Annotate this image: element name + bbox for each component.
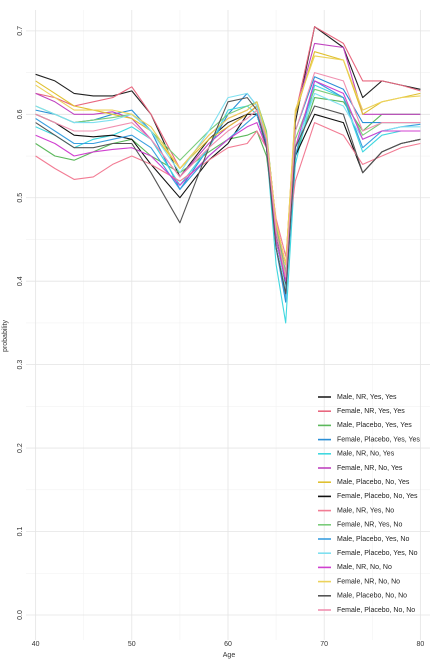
- x-tick-label: 40: [32, 641, 40, 648]
- legend-label: Female, NR, Yes, Yes: [337, 408, 405, 415]
- series-line-7: [35, 51, 421, 266]
- legend-label: Male, Placebo, No, Yes: [337, 479, 410, 486]
- y-tick-label: 0.5: [17, 193, 24, 203]
- legend-label: Male, Placebo, No, No: [337, 593, 407, 600]
- legend-label: Male, Placebo, Yes, No: [337, 536, 409, 543]
- y-tick-label: 0.6: [17, 109, 24, 119]
- x-tick-label: 70: [320, 641, 328, 648]
- series-line-12: [35, 92, 421, 291]
- y-tick-label: 0.7: [17, 26, 24, 36]
- x-tick-label: 80: [416, 641, 424, 648]
- y-tick-label: 0.1: [17, 527, 24, 537]
- legend-label: Female, Placebo, Yes, No: [337, 550, 418, 557]
- series-line-15: [35, 97, 421, 295]
- series-line-14: [35, 55, 421, 266]
- series-line-9: [35, 122, 421, 257]
- legend-label: Female, NR, Yes, No: [337, 522, 402, 529]
- x-tick-label: 60: [224, 641, 232, 648]
- legend-label: Female, Placebo, No, No: [337, 607, 415, 614]
- x-axis-ticks: 40 50 60 70 80: [32, 641, 425, 648]
- legend-label: Male, NR, Yes, No: [337, 507, 394, 514]
- y-tick-label: 0.0: [17, 610, 24, 620]
- legend-label: Female, NR, No, Yes: [337, 465, 403, 472]
- legend-label: Male, NR, Yes, Yes: [337, 394, 397, 401]
- y-tick-label: 0.2: [17, 443, 24, 453]
- series-lines: [35, 26, 421, 324]
- major-gridlines: [26, 10, 430, 640]
- y-axis-title: probability: [2, 320, 9, 352]
- legend-label: Male, NR, No, No: [337, 564, 392, 571]
- legend-label: Female, Placebo, No, Yes: [337, 493, 418, 500]
- legend: Male, NR, Yes, Yes Female, NR, Yes, Yes Ma…: [318, 394, 420, 614]
- x-axis-title: Age: [223, 652, 236, 659]
- series-line-16: [35, 72, 421, 278]
- legend-label: Male, NR, No, Yes: [337, 451, 395, 458]
- y-tick-label: 0.4: [17, 276, 24, 286]
- series-line-13: [35, 80, 421, 282]
- x-tick-label: 50: [128, 641, 136, 648]
- legend-label: Female, NR, No, No: [337, 578, 400, 585]
- y-axis-ticks: 0.0 0.1 0.2 0.3 0.4 0.5 0.6 0.7: [17, 26, 24, 620]
- y-tick-label: 0.3: [17, 360, 24, 370]
- legend-label: Female, Placebo, Yes, Yes: [337, 436, 420, 443]
- legend-label: Male, Placebo, Yes, Yes: [337, 422, 412, 429]
